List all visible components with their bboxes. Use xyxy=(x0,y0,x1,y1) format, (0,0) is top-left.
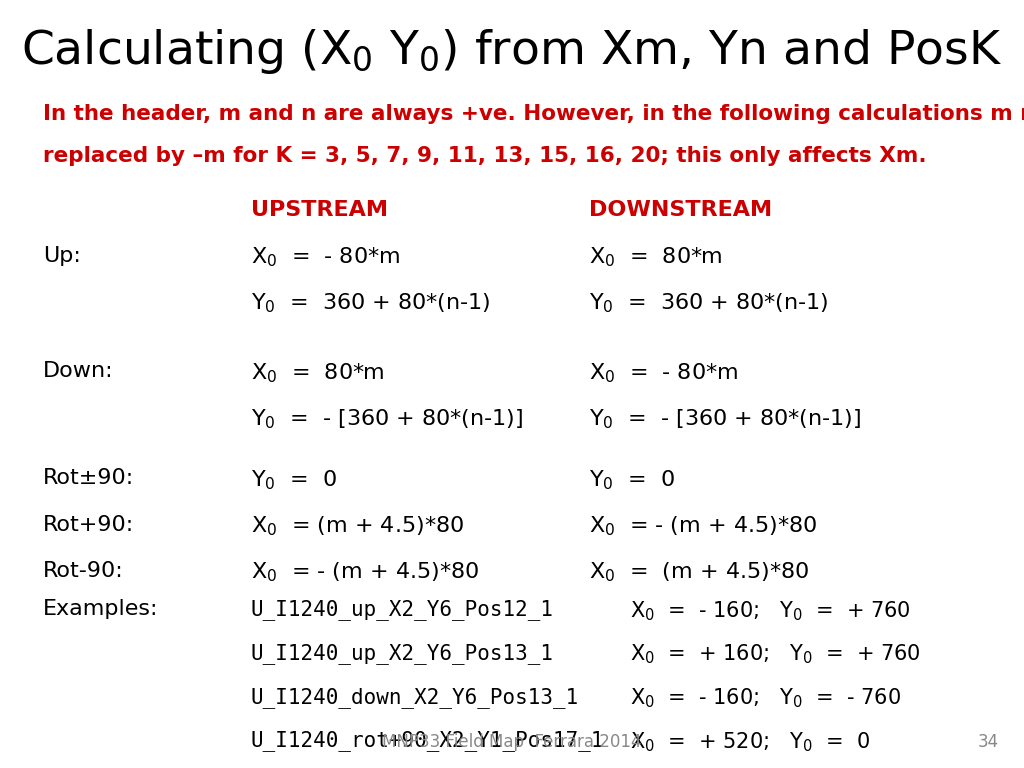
Text: U_I1240_up_X2_Y6_Pos13_1: U_I1240_up_X2_Y6_Pos13_1 xyxy=(251,643,554,664)
Text: UPSTREAM: UPSTREAM xyxy=(251,200,388,220)
Text: X$_0$  =  - 80*m: X$_0$ = - 80*m xyxy=(589,361,737,385)
Text: Rot-90:: Rot-90: xyxy=(43,561,124,581)
Text: Examples:: Examples: xyxy=(43,599,159,619)
Text: X$_0$  = - (m + 4.5)*80: X$_0$ = - (m + 4.5)*80 xyxy=(251,561,479,584)
Text: Down:: Down: xyxy=(43,361,114,381)
Text: U_I1240_down_X2_Y6_Pos13_1: U_I1240_down_X2_Y6_Pos13_1 xyxy=(251,687,580,707)
Text: Y$_0$  =  - [360 + 80*(n-1)]: Y$_0$ = - [360 + 80*(n-1)] xyxy=(251,407,523,431)
Text: MNP33 Field Map  Ferrara 2014: MNP33 Field Map Ferrara 2014 xyxy=(382,733,642,751)
Text: Y$_0$  =  - [360 + 80*(n-1)]: Y$_0$ = - [360 + 80*(n-1)] xyxy=(589,407,861,431)
Text: X$_0$  =  (m + 4.5)*80: X$_0$ = (m + 4.5)*80 xyxy=(589,561,809,584)
Text: X$_0$  =  - 160;   Y$_0$  =  - 760: X$_0$ = - 160; Y$_0$ = - 760 xyxy=(630,687,901,710)
Text: DOWNSTREAM: DOWNSTREAM xyxy=(589,200,772,220)
Text: X$_0$  =  80*m: X$_0$ = 80*m xyxy=(251,361,385,385)
Text: X$_0$  =  80*m: X$_0$ = 80*m xyxy=(589,246,723,270)
Text: X$_0$  =  + 520;   Y$_0$  =  0: X$_0$ = + 520; Y$_0$ = 0 xyxy=(630,730,869,754)
Text: Y$_0$  =  360 + 80*(n-1): Y$_0$ = 360 + 80*(n-1) xyxy=(589,292,828,316)
Text: Calculating (X$_0$ Y$_0$) from Xm, Yn and PosK: Calculating (X$_0$ Y$_0$) from Xm, Yn an… xyxy=(22,27,1002,76)
Text: Rot±90:: Rot±90: xyxy=(43,468,134,488)
Text: U_I1240_up_X2_Y6_Pos12_1: U_I1240_up_X2_Y6_Pos12_1 xyxy=(251,599,554,620)
Text: Up:: Up: xyxy=(43,246,81,266)
Text: X$_0$  =  + 160;   Y$_0$  =  + 760: X$_0$ = + 160; Y$_0$ = + 760 xyxy=(630,643,921,667)
Text: replaced by –m for K = 3, 5, 7, 9, 11, 13, 15, 16, 20; this only affects Xm.: replaced by –m for K = 3, 5, 7, 9, 11, 1… xyxy=(43,146,927,166)
Text: In the header, m and n are always +ve. However, in the following calculations m : In the header, m and n are always +ve. H… xyxy=(43,104,1024,124)
Text: 34: 34 xyxy=(977,733,998,751)
Text: Rot+90:: Rot+90: xyxy=(43,515,134,535)
Text: X$_0$  =  - 80*m: X$_0$ = - 80*m xyxy=(251,246,399,270)
Text: Y$_0$  =  0: Y$_0$ = 0 xyxy=(251,468,337,492)
Text: X$_0$  = (m + 4.5)*80: X$_0$ = (m + 4.5)*80 xyxy=(251,515,464,538)
Text: U_I1240_rot+90_X2_Y1_Pos17_1: U_I1240_rot+90_X2_Y1_Pos17_1 xyxy=(251,730,604,751)
Text: Y$_0$  =  360 + 80*(n-1): Y$_0$ = 360 + 80*(n-1) xyxy=(251,292,490,316)
Text: X$_0$  =  - 160;   Y$_0$  =  + 760: X$_0$ = - 160; Y$_0$ = + 760 xyxy=(630,599,910,623)
Text: Y$_0$  =  0: Y$_0$ = 0 xyxy=(589,468,675,492)
Text: X$_0$  = - (m + 4.5)*80: X$_0$ = - (m + 4.5)*80 xyxy=(589,515,817,538)
